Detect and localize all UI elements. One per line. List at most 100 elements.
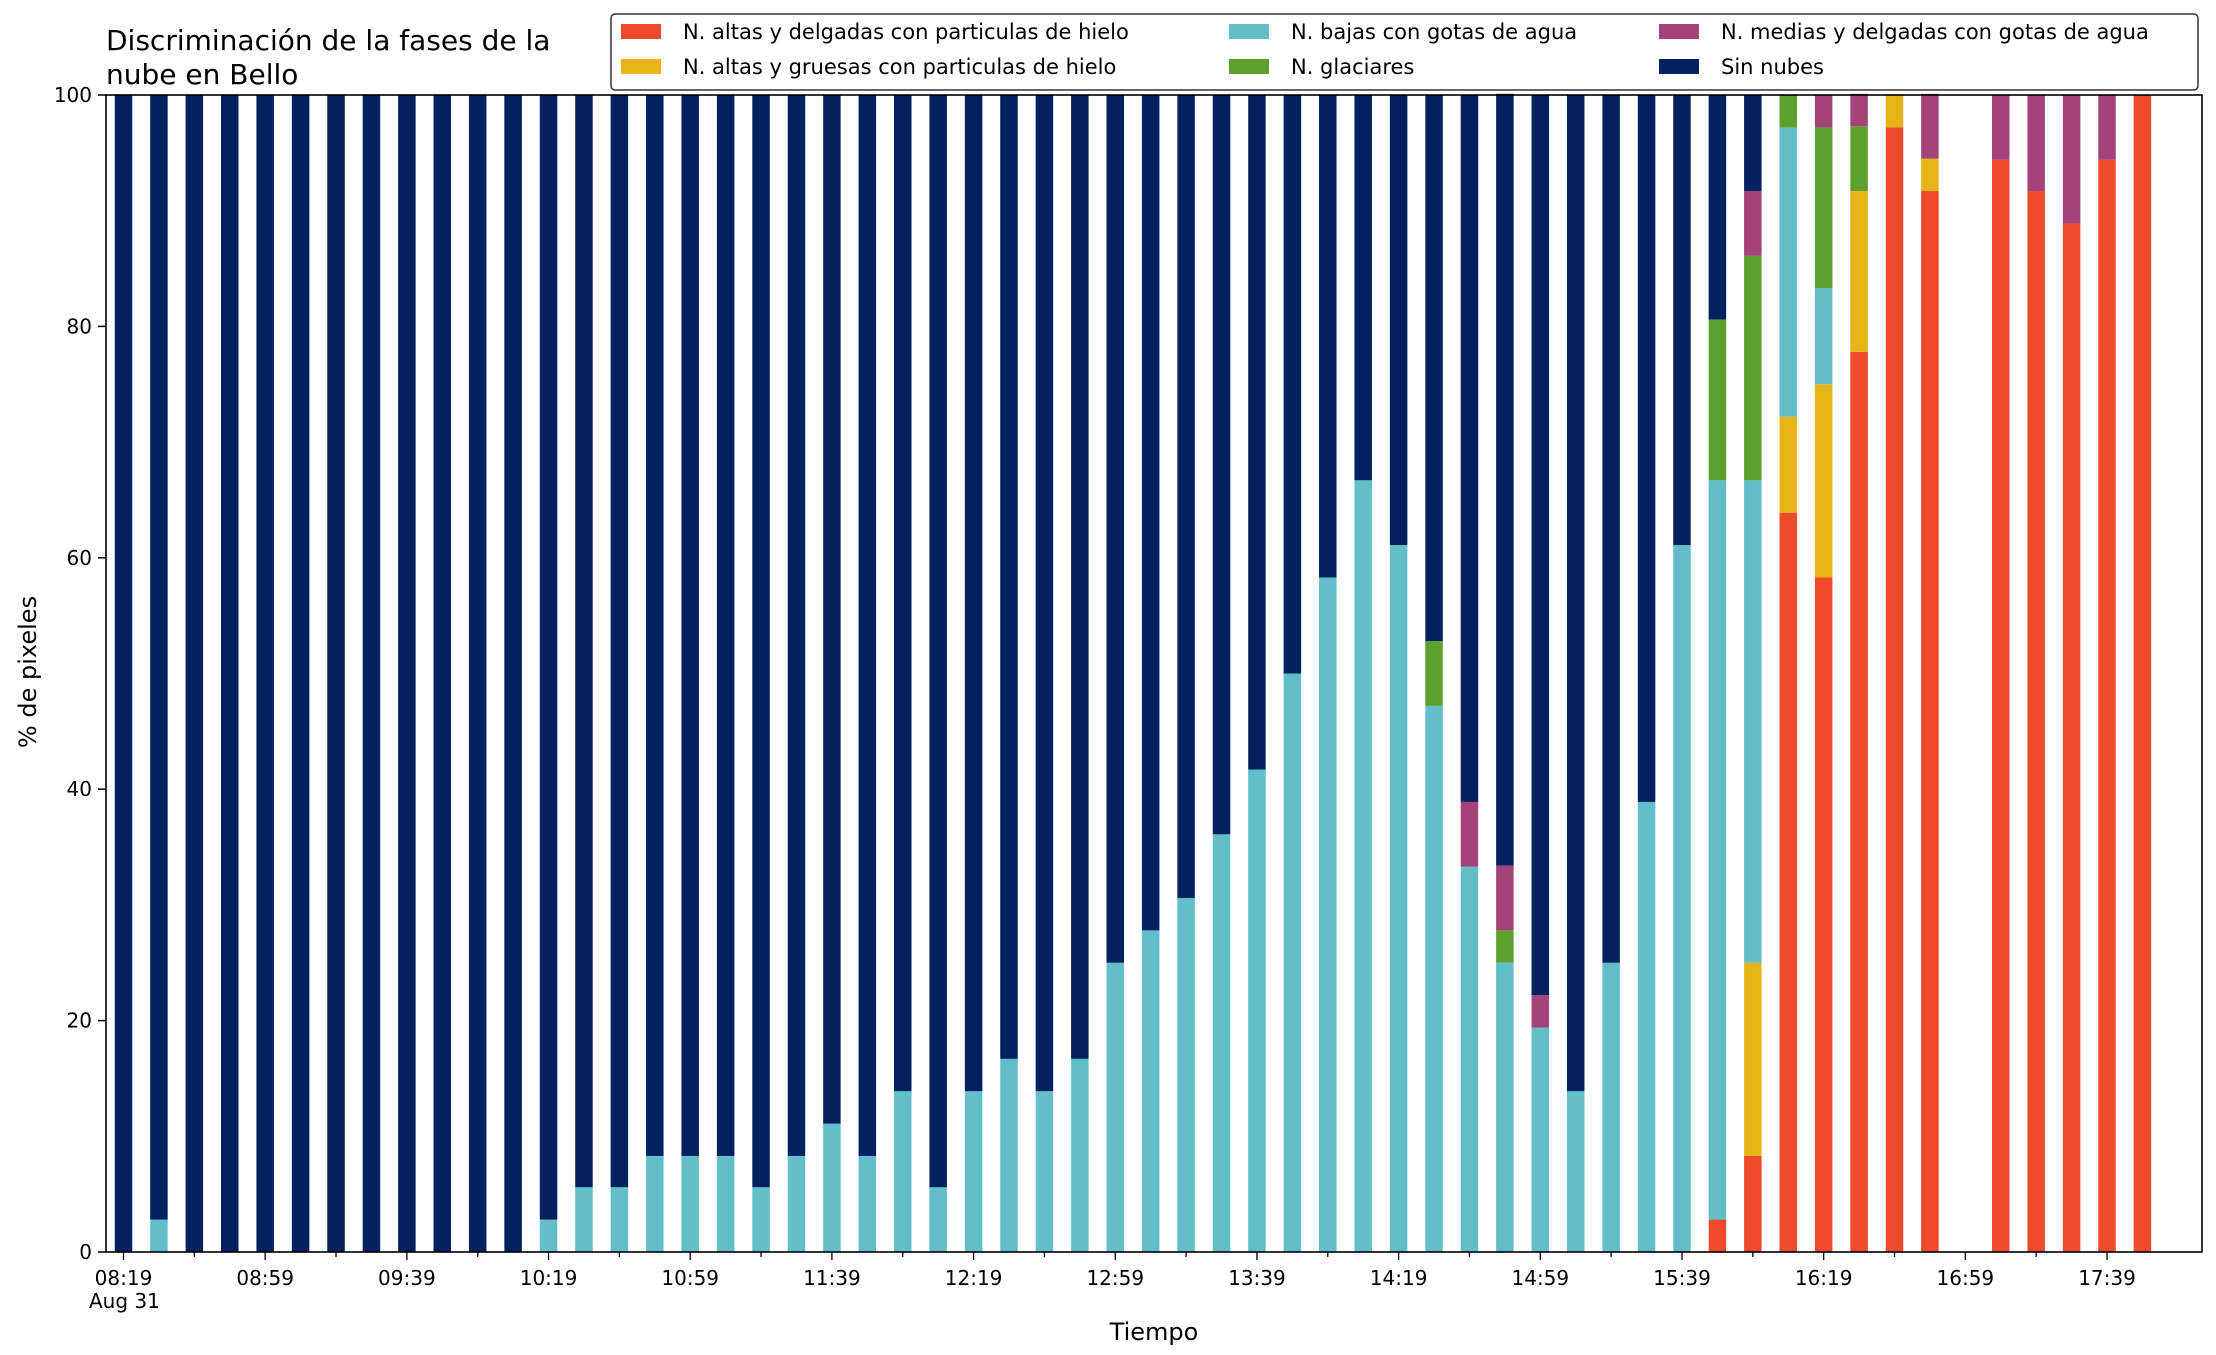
bar-segment bbox=[2062, 223, 2081, 1253]
bar-segment bbox=[185, 95, 204, 1252]
legend-swatch bbox=[1229, 59, 1269, 74]
bar-segment bbox=[1106, 95, 1125, 963]
bar-segment bbox=[1531, 1027, 1550, 1252]
y-tick-label: 40 bbox=[67, 777, 92, 801]
bar-segment bbox=[1992, 95, 2010, 160]
bar-segment bbox=[823, 95, 841, 1124]
bar-segment bbox=[1637, 801, 1656, 1252]
bar-segment bbox=[1673, 545, 1691, 1252]
legend-label: N. bajas con gotas de agua bbox=[1291, 20, 1577, 44]
bar-segment bbox=[1921, 93, 1939, 159]
bar-segment bbox=[539, 1219, 558, 1252]
x-tick-label: 12:59 bbox=[1086, 1266, 1144, 1290]
bar-segment bbox=[1850, 126, 1868, 192]
bar-segment bbox=[1744, 191, 1762, 256]
bar-segment bbox=[893, 95, 912, 1092]
bar-segment bbox=[1708, 480, 1727, 1220]
bar-segment bbox=[150, 95, 168, 1220]
bar-segment bbox=[468, 95, 487, 1252]
bar-segment bbox=[1389, 545, 1408, 1252]
y-axis-label: % de pixeles bbox=[14, 596, 42, 748]
chart-title-line: nube en Bello bbox=[106, 58, 298, 91]
bar-segment bbox=[1496, 93, 1514, 866]
x-tick-label: 15:39 bbox=[1653, 1266, 1711, 1290]
bar-segment bbox=[929, 1187, 947, 1252]
bar-segment bbox=[575, 1187, 593, 1252]
bar-segment bbox=[1425, 641, 1443, 706]
bar-segment bbox=[1460, 866, 1479, 1252]
bar-segment bbox=[1496, 930, 1514, 963]
legend-swatch bbox=[621, 24, 661, 39]
x-tick-label: 13:39 bbox=[1228, 1266, 1286, 1290]
legend-label: Sin nubes bbox=[1721, 55, 1824, 79]
bar-segment bbox=[858, 95, 877, 1156]
bar-segment bbox=[752, 1187, 770, 1252]
bar-segment bbox=[1744, 480, 1762, 963]
x-ticks: 08:19 08:59 09:39 10:19 10:59 11:39 12:19 12:59… bbox=[95, 1252, 2136, 1290]
x-tick-label: 09:39 bbox=[378, 1266, 436, 1290]
bar-segment bbox=[1354, 95, 1372, 481]
y-tick-label: 20 bbox=[67, 1009, 92, 1033]
bar-segment bbox=[1779, 512, 1797, 1252]
bar-segment bbox=[2133, 95, 2152, 1252]
bar-segment bbox=[1000, 95, 1018, 1059]
x-tick-label: 08:59 bbox=[236, 1266, 294, 1290]
bar-segment bbox=[362, 95, 381, 1252]
bar-segment bbox=[1071, 1058, 1089, 1252]
bar-segment bbox=[1602, 962, 1620, 1252]
chart-title-line: Discriminación de la fases de la bbox=[106, 24, 550, 57]
bar-segment bbox=[1708, 95, 1727, 320]
bar-segment bbox=[1496, 865, 1514, 931]
bar-segment bbox=[1566, 1091, 1585, 1252]
bar-segment bbox=[1744, 95, 1762, 192]
bar-segment bbox=[1885, 95, 1904, 128]
bar-segment bbox=[1177, 897, 1195, 1252]
y-tick-label: 80 bbox=[67, 314, 92, 338]
bar-segment bbox=[1637, 95, 1656, 802]
bar-segment bbox=[681, 95, 699, 1156]
bar-segment bbox=[1531, 95, 1550, 996]
bar-segment bbox=[716, 95, 735, 1156]
bar-segment bbox=[858, 1155, 877, 1252]
x-tick-label: 10:59 bbox=[661, 1266, 719, 1290]
bar-segment bbox=[504, 95, 522, 1252]
y-ticks: 0 20 40 60 80 100 bbox=[54, 83, 106, 1264]
y-tick-label: 60 bbox=[67, 546, 92, 570]
x-tick-label: 10:19 bbox=[520, 1266, 578, 1290]
bar-segment bbox=[1177, 95, 1195, 898]
bar-segment bbox=[1744, 962, 1762, 1156]
bar-segment bbox=[327, 95, 345, 1252]
bar-segment bbox=[433, 95, 452, 1252]
bar-segment bbox=[291, 95, 310, 1252]
bar-segment bbox=[1460, 95, 1479, 802]
bar-segment bbox=[964, 1091, 983, 1252]
legend-label: N. altas y delgadas con particulas de hi… bbox=[683, 20, 1129, 44]
legend-label: N. altas y gruesas con particulas de hie… bbox=[683, 55, 1116, 79]
bar-segment bbox=[1850, 93, 1868, 127]
bar-segment bbox=[1814, 288, 1833, 385]
bar-segment bbox=[1319, 95, 1337, 578]
bar-segment bbox=[1921, 158, 1939, 192]
x-tick-label: 14:19 bbox=[1370, 1266, 1428, 1290]
bar-segment bbox=[1283, 95, 1302, 674]
bar-segment bbox=[1921, 191, 1939, 1252]
bar-segment bbox=[1212, 834, 1231, 1252]
bar-segment bbox=[1814, 577, 1833, 1252]
bar-segment bbox=[646, 95, 664, 1156]
bar-segment bbox=[681, 1155, 699, 1252]
bar-segment bbox=[1071, 95, 1089, 1059]
x-tick-label: 11:39 bbox=[803, 1266, 861, 1290]
x-axis-label: Tiempo bbox=[1109, 1318, 1199, 1346]
x-tick-label: 14:59 bbox=[1511, 1266, 1569, 1290]
bar-segment bbox=[646, 1155, 664, 1252]
bar-segment bbox=[114, 95, 133, 1252]
bar-segment bbox=[1885, 127, 1904, 1252]
bar-segment bbox=[1000, 1058, 1018, 1252]
bars bbox=[114, 93, 2152, 1253]
bar-segment bbox=[221, 95, 239, 1252]
bar-segment bbox=[716, 1155, 735, 1252]
bar-segment bbox=[1850, 351, 1868, 1253]
bar-segment bbox=[1708, 319, 1727, 481]
bar-segment bbox=[1425, 95, 1443, 642]
